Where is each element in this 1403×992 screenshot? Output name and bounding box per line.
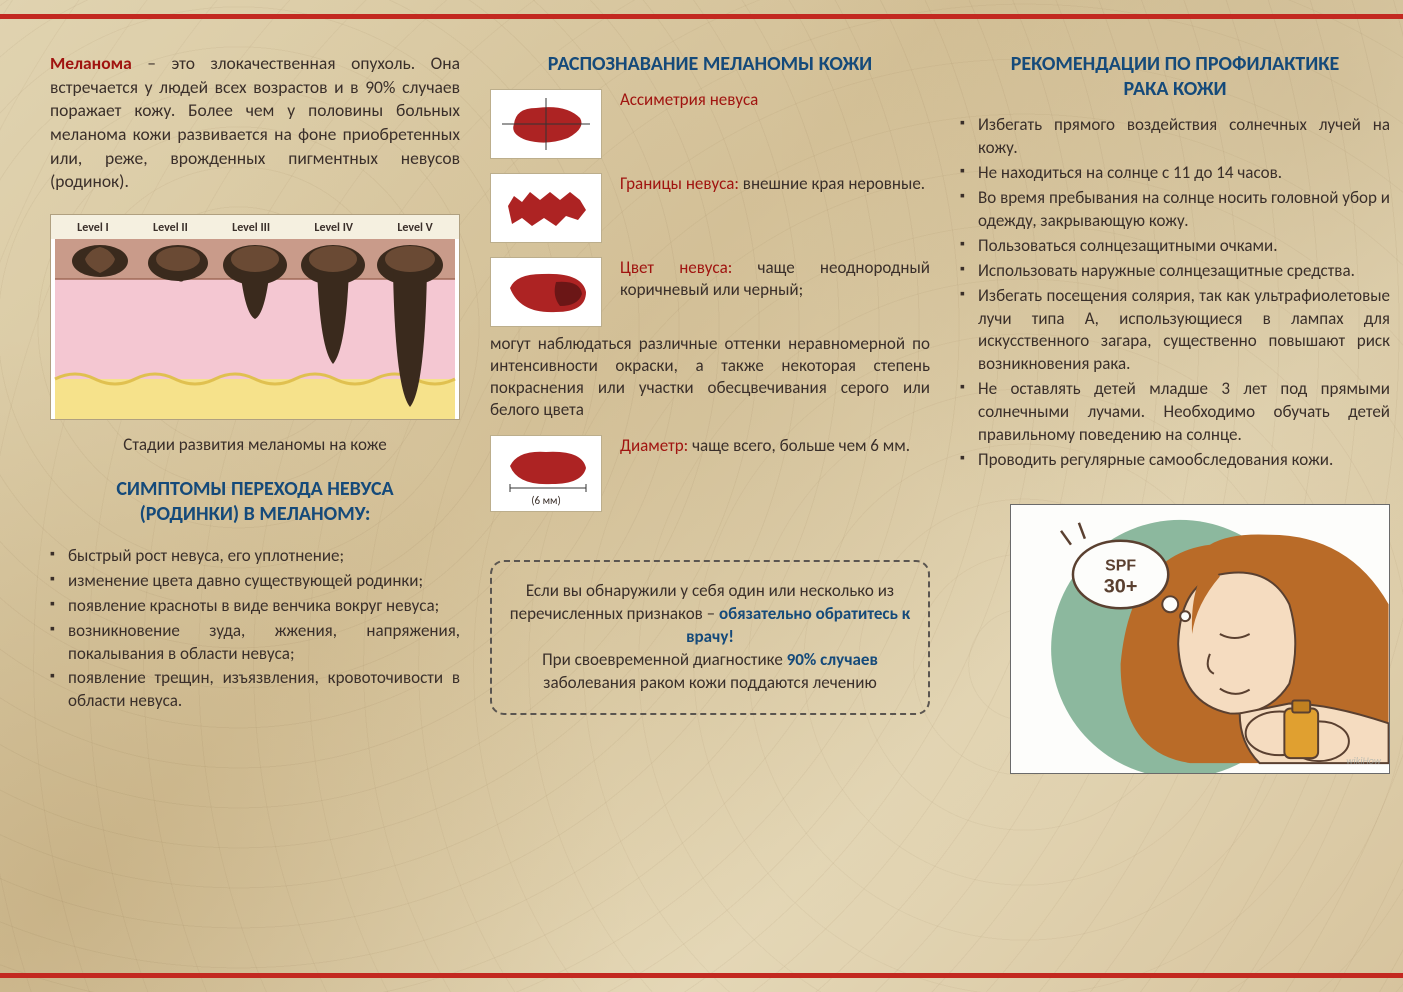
sign-diameter: (6 мм) Диаметр: чаще всего, больше чем 6… — [490, 435, 930, 512]
abcd-signs: Ассиметрия невуса Границы невуса: внешни… — [490, 89, 930, 526]
skin-diagram-caption: Стадии развития меланомы на коже — [50, 434, 460, 455]
callout-text: заболевания раком кожи поддаются лечению — [543, 672, 876, 693]
sign-border: Границы невуса: внешние края неровные. — [490, 173, 930, 243]
tip-item: Не находиться на солнце с 11 до 14 часов… — [960, 162, 1390, 185]
symptom-item: появление трещин, изъязвления, кровоточи… — [50, 667, 460, 713]
tip-item: Использовать наружные солнцезащитные сре… — [960, 260, 1390, 283]
level-label: Level IV — [314, 221, 353, 235]
level-label: Level II — [153, 221, 188, 235]
sign-asymmetry: Ассиметрия невуса — [490, 89, 930, 159]
level-label: Level V — [397, 221, 432, 235]
intro-paragraph: Меланома – это злокачественная опухоль. … — [50, 52, 460, 194]
tip-item: Избегать прямого воздействия солнечных л… — [960, 114, 1390, 160]
color-text-full: могут наблюдаться различные оттенки нера… — [490, 333, 930, 421]
heading-line: СИМПТОМЫ ПЕРЕХОДА НЕВУСА — [116, 477, 393, 501]
callout-text: При своевременной диагностике — [542, 649, 787, 670]
sign-color: Цвет невуса: чаще неоднородный коричневы… — [490, 257, 930, 421]
heading-line: РЕКОМЕНДАЦИИ ПО ПРОФИЛАКТИКЕ — [1011, 52, 1340, 76]
skin-cross-section-svg — [51, 239, 459, 419]
illustration-watermark: wikiHow — [1346, 754, 1381, 767]
sign-key: Цвет невуса: — [620, 257, 732, 278]
tip-item: Избегать посещения солярия, так как ульт… — [960, 285, 1390, 377]
prevention-list: Избегать прямого воздействия солнечных л… — [960, 114, 1390, 474]
skin-level-labels: Level I Level II Level III Level IV Leve… — [51, 215, 459, 239]
recognition-heading: РАСПОЗНАВАНИЕ МЕЛАНОМЫ КОЖИ — [490, 52, 930, 77]
symptom-item: возникновение зуда, жжения, напряжения, … — [50, 620, 460, 666]
symptoms-list: быстрый рост невуса, его уплотнение; изм… — [50, 545, 460, 716]
skin-stages-diagram: Level I Level II Level III Level IV Leve… — [50, 214, 460, 420]
tip-item: Не оставлять детей младше 3 лет под прям… — [960, 378, 1390, 447]
tip-item: Проводить регулярные самообследования ко… — [960, 449, 1390, 472]
diameter-mm-label: (6 мм) — [531, 494, 561, 507]
svg-text:SPF: SPF — [1105, 558, 1136, 575]
column-left: Меланома – это злокачественная опухоль. … — [50, 52, 460, 952]
diameter-thumb: (6 мм) — [490, 435, 602, 512]
svg-text:30+: 30+ — [1104, 575, 1138, 597]
color-text-inline: Цвет невуса: чаще неоднородный коричневы… — [620, 257, 930, 301]
sign-rest: чаще всего, больше чем 6 мм. — [688, 435, 910, 456]
color-thumb — [490, 257, 602, 327]
heading-line: РАКА КОЖИ — [1123, 77, 1226, 101]
tip-item: Во время пребывания на солнце носить гол… — [960, 187, 1390, 233]
asymmetry-thumb — [490, 89, 602, 159]
callout-bold: 90% случаев — [787, 649, 878, 670]
sign-rest: внешние края неровные. — [739, 173, 925, 194]
asymmetry-text: Ассиметрия невуса — [620, 89, 930, 111]
sign-key: Диаметр: — [620, 435, 688, 456]
level-label: Level I — [77, 221, 109, 235]
column-right: РЕКОМЕНДАЦИИ ПО ПРОФИЛАКТИКЕ РАКА КОЖИ И… — [960, 52, 1390, 952]
symptom-item: появление красноты в виде венчика вокруг… — [50, 595, 460, 618]
sign-key: Границы невуса: — [620, 173, 739, 194]
column-middle: РАСПОЗНАВАНИЕ МЕЛАНОМЫ КОЖИ Ассиметрия н… — [490, 52, 930, 952]
doctor-callout: Если вы обнаружили у себя один или неско… — [490, 560, 930, 715]
content-grid: Меланома – это злокачественная опухоль. … — [0, 0, 1403, 992]
callout-bold: обязательно обратитесь к врачу! — [686, 603, 910, 647]
border-thumb — [490, 173, 602, 243]
border-text: Границы невуса: внешние края неровные. — [620, 173, 930, 195]
heading-line: (РОДИНКИ) В МЕЛАНОМУ: — [140, 502, 371, 526]
sign-key: Ассиметрия невуса — [620, 89, 758, 110]
symptom-item: быстрый рост невуса, его уплотнение; — [50, 545, 460, 568]
spf-illustration: SPF 30+ wikiHow — [1010, 504, 1390, 774]
symptoms-heading: СИМПТОМЫ ПЕРЕХОДА НЕВУСА (РОДИНКИ) В МЕЛ… — [50, 477, 460, 527]
intro-keyword: Меланома — [50, 52, 132, 74]
diameter-text: Диаметр: чаще всего, больше чем 6 мм. — [620, 435, 930, 457]
symptom-item: изменение цвета давно существующей родин… — [50, 570, 460, 593]
tip-item: Пользоваться солнцезащитными очками. — [960, 235, 1390, 258]
level-label: Level III — [232, 221, 270, 235]
prevention-heading: РЕКОМЕНДАЦИИ ПО ПРОФИЛАКТИКЕ РАКА КОЖИ — [960, 52, 1390, 102]
